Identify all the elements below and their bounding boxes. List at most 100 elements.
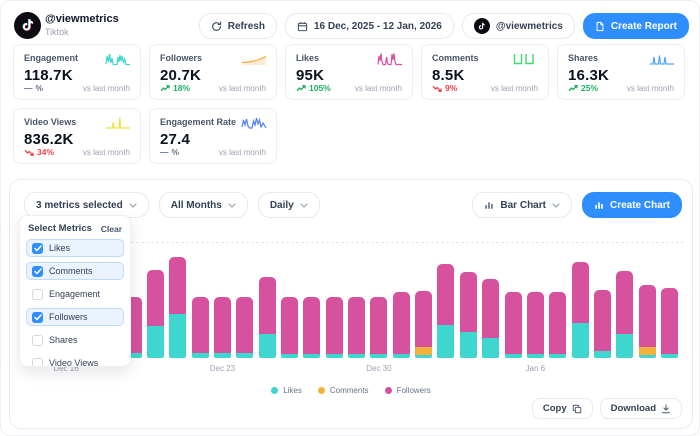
stacked-bar-dec-23[interactable] [213,297,231,358]
likes-segment [303,354,321,358]
likes-segment [281,354,298,358]
followers-segment [146,270,164,326]
stacked-bar-dec-26[interactable] [281,297,298,358]
metric-cards: Engagement 118.7K —% vs last month Followers… [13,44,685,164]
checkbox-checked-icon[interactable] [32,311,43,323]
account-selector-button[interactable]: @viewmetrics [461,13,575,39]
create-report-button[interactable]: Create Report [582,13,689,39]
download-button[interactable]: Download [599,398,682,419]
followers-segment [258,277,276,334]
chevron-down-icon [552,202,560,208]
chevron-down-icon [129,202,137,208]
stacked-bar-jan-3[interactable] [459,272,477,358]
metric-card-shares: Shares 16.3K 25% vs last month [557,44,685,100]
followers-segment [571,262,589,323]
likes-segment [638,355,656,358]
stacked-bar-dec-25[interactable] [258,277,276,358]
stacked-bar-jan-10[interactable] [616,271,634,358]
stacked-bar-jan-1[interactable] [415,291,433,358]
metric-option-video-views[interactable]: Video Views [26,354,124,366]
months-dropdown[interactable]: All Months [158,192,248,218]
compare-label: vs last month [218,147,266,157]
chevron-down-icon [300,202,308,208]
flat-trend-icon: — [24,83,33,93]
refresh-button[interactable]: Refresh [198,13,277,39]
stacked-bar-jan-12[interactable] [660,288,678,358]
stacked-bar-dec-22[interactable] [191,297,209,358]
compare-label: vs last month [218,83,266,93]
likes-segment [593,351,611,358]
stacked-bar-jan-2[interactable] [437,264,455,358]
followers-segment [348,297,366,354]
stacked-bar-jan-8[interactable] [571,262,589,358]
header-actions: Refresh 16 Dec, 2025 - 12 Jan, 2026 @vie… [198,13,689,39]
report-document-icon [595,21,605,32]
stacked-bar-jan-9[interactable] [593,290,611,358]
followers-segment [191,297,209,353]
followers-segment [303,297,321,354]
copy-button[interactable]: Copy [531,398,593,419]
metric-title: Video Views [24,117,77,127]
clear-metrics-button[interactable]: Clear [100,223,122,234]
gridline [26,242,684,243]
metric-title: Followers [160,53,203,63]
create-chart-button[interactable]: Create Chart [581,192,682,218]
metric-value: 95K [296,67,325,84]
checkbox-checked-icon[interactable] [32,242,43,254]
metric-option-comments[interactable]: Comments [26,262,124,280]
likes-segment [459,332,477,358]
metric-sparkline-icon [241,116,267,130]
likes-segment [504,354,522,358]
likes-segment [482,338,500,358]
stacked-bar-dec-27[interactable] [303,297,321,358]
followers-segment [392,292,410,354]
legend-label: Likes [283,386,302,395]
stacked-bar-jan-6[interactable] [526,292,544,358]
refresh-icon [211,21,222,32]
followers-segment [482,279,500,338]
followers-segment [437,264,455,325]
metric-value: 836.2K [24,131,74,148]
metric-option-shares[interactable]: Shares [26,331,124,349]
metric-option-followers[interactable]: Followers [26,308,124,326]
stacked-bar-dec-24[interactable] [236,297,254,358]
chevron-down-icon [228,202,236,208]
likes-segment [437,325,455,358]
stacked-bar-jan-5[interactable] [504,292,522,358]
metric-options-list: Likes Comments Engagement Followers Shares Vi… [20,239,130,366]
stacked-bar-dec-21[interactable] [169,257,187,358]
granularity-dropdown[interactable]: Daily [257,192,320,218]
metric-option-label: Likes [49,243,71,253]
bar-chart-icon [484,200,494,210]
checkbox-icon[interactable] [32,334,43,346]
metric-option-engagement[interactable]: Engagement [26,285,124,303]
flat-trend-icon: — [160,147,169,157]
metric-option-label: Engagement [49,289,101,299]
stacked-bar-dec-31[interactable] [392,292,410,358]
likes-segment [571,323,589,358]
metric-title: Engagement [24,53,79,63]
checkbox-icon[interactable] [32,288,43,300]
chart-type-dropdown[interactable]: Bar Chart [472,192,572,218]
metric-option-likes[interactable]: Likes [26,239,124,257]
followers-segment [281,297,298,354]
stacked-bar-dec-30[interactable] [370,297,388,358]
likes-segment [392,354,410,358]
calendar-icon [297,21,308,32]
stacked-bar-jan-4[interactable] [482,279,500,358]
select-metrics-title: Select Metrics [28,223,92,234]
metric-change: 9% [432,83,457,93]
stacked-bar-dec-28[interactable] [325,297,343,358]
stacked-bar-jan-7[interactable] [549,292,567,358]
date-range-button[interactable]: 16 Dec, 2025 - 12 Jan, 2026 [284,13,454,39]
likes-segment [616,334,634,358]
checkbox-icon[interactable] [32,357,43,366]
stacked-bar-jan-11[interactable] [638,285,656,358]
legend-item-likes: Likes [271,386,302,395]
stacked-bar-dec-20[interactable] [146,270,164,358]
metric-title: Likes [296,53,320,63]
followers-segment [593,290,611,351]
checkbox-checked-icon[interactable] [32,265,43,277]
stacked-bar-dec-29[interactable] [348,297,366,358]
